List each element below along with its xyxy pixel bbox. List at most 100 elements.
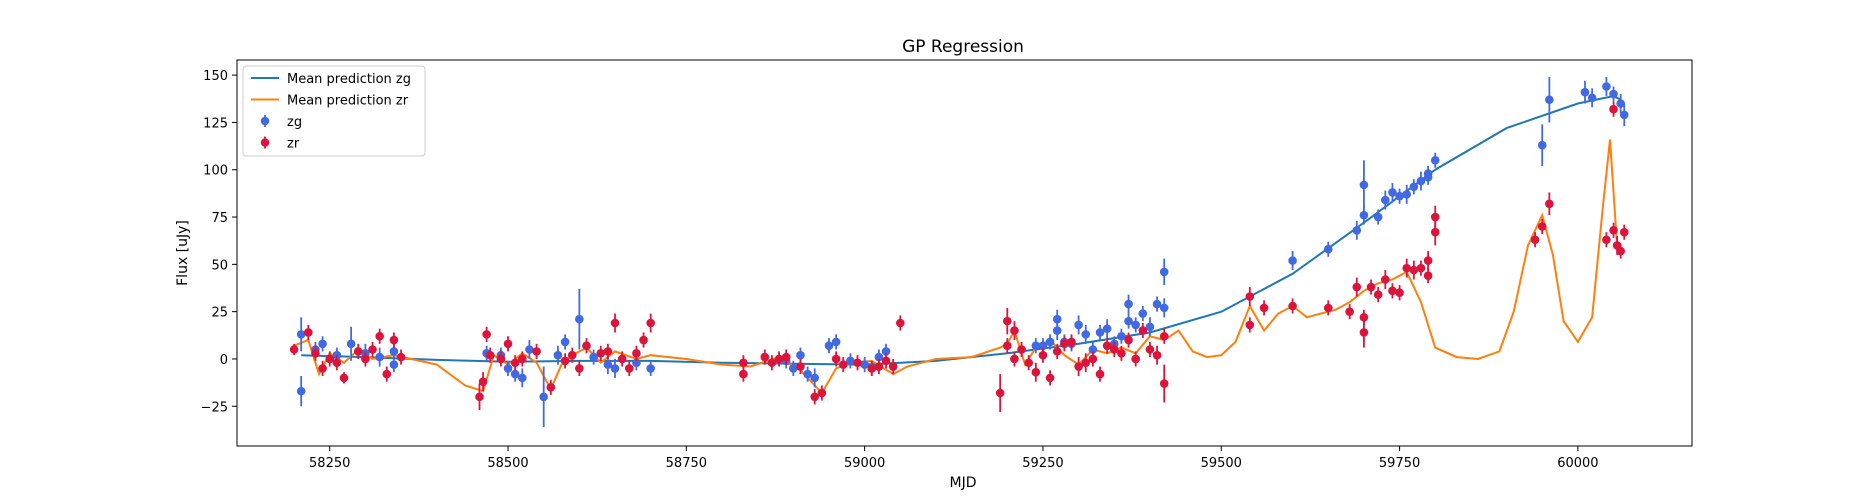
data-point [361,354,370,364]
data-point [831,354,841,364]
data-point [1088,354,1098,364]
y-tick-label: 150 [203,69,228,84]
data-point [1052,326,1062,335]
data-point [1537,140,1547,150]
data-point [1067,337,1076,347]
data-point [503,364,513,373]
data-point [1081,358,1091,368]
data-point [817,388,827,398]
data-point [503,339,513,349]
data-point [1074,320,1083,330]
data-point [1159,379,1169,388]
data-point [1430,212,1440,222]
data-point [475,392,484,402]
data-point [1024,358,1033,368]
data-point [1388,286,1397,296]
data-point [995,388,1005,398]
data-point [1124,335,1133,345]
data-point [346,339,356,349]
data-point [632,348,641,358]
series-zr [289,101,1629,412]
data-point [610,318,620,328]
data-point [575,314,584,324]
data-point [1288,301,1297,311]
data-point [810,373,820,383]
y-tick-label: 0 [220,353,228,368]
data-point [318,339,327,349]
data-point [1359,210,1369,220]
data-point [375,331,384,341]
data-point [1002,341,1012,351]
data-point [1138,326,1148,335]
data-point [304,328,313,337]
data-point [1395,191,1404,201]
data-point [353,347,363,356]
data-point [575,364,584,373]
legend-label: Mean prediction zg [287,72,411,87]
data-point [1131,320,1140,330]
data-point [888,362,898,371]
x-tick-label: 59000 [844,456,885,471]
data-point [396,352,406,362]
data-point [1402,263,1412,273]
data-point [646,318,655,328]
data-point [1373,212,1383,222]
data-point [789,364,798,373]
data-point [382,369,392,379]
data-point [1010,326,1019,335]
data-point [824,341,834,351]
data-point [1259,303,1269,313]
data-point [517,373,527,383]
data-point [767,358,777,368]
data-point [1045,337,1055,347]
data-point [1580,87,1590,97]
data-point [1616,246,1625,256]
data-point [311,348,320,358]
data-point [774,354,784,364]
data-point [603,347,613,356]
data-point [1145,322,1155,332]
data-point [1159,303,1169,313]
data-point [1052,347,1062,356]
data-point [1052,314,1062,324]
data-point [760,352,770,362]
data-point [289,345,299,354]
data-point [874,362,884,371]
data-point [1145,345,1155,354]
y-tick-label: −25 [201,400,228,415]
data-point [1038,341,1048,351]
x-tick-label: 59750 [1379,456,1420,471]
data-point [325,354,335,364]
chart-title: GP Regression [902,37,1024,57]
y-tick-label: 100 [203,164,228,179]
data-point [496,354,506,364]
data-point [1430,155,1440,165]
data-point [1359,328,1369,337]
data-point [560,356,570,366]
data-point [796,362,805,371]
data-point [881,356,891,366]
data-point [1619,227,1629,237]
data-point [1381,275,1390,284]
data-point [1616,99,1625,108]
plot-content [289,77,1629,428]
data-point [1609,89,1618,99]
data-point [1323,303,1333,313]
data-point [525,345,534,354]
data-point [1159,267,1169,277]
data-point [1423,169,1433,178]
data-point [510,358,520,368]
y-tick-label: 50 [211,258,228,273]
data-point [1587,93,1597,103]
data-point [1124,299,1133,309]
data-point [1124,316,1133,326]
data-point [1619,110,1629,120]
data-point [803,369,812,379]
data-point [1102,341,1112,351]
data-point [1045,373,1055,383]
data-point [553,350,563,360]
data-point [1138,309,1148,318]
data-point [485,350,495,360]
